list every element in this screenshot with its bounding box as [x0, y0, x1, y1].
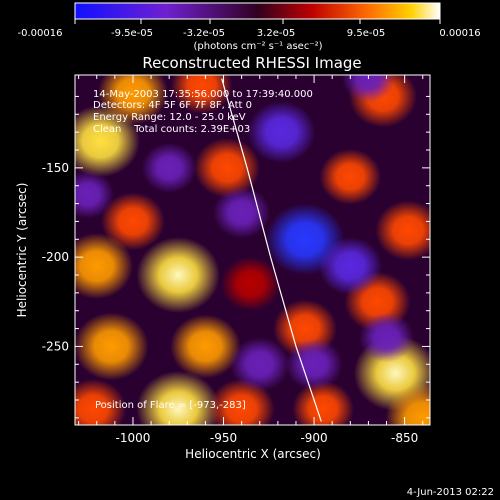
colorbar-tick-label-5: 0.00016: [439, 28, 480, 39]
solar-limb-line: [221, 78, 322, 422]
info-energy-range: Energy Range: 12.0 - 25.0 keV: [93, 112, 246, 123]
heatmap-blob-28: [230, 337, 290, 392]
heatmap-blob-7: [75, 312, 149, 381]
plot-frame: [74, 74, 431, 426]
heatmap-image: [75, 75, 430, 425]
colorbar-tick-label-4: 9.5e-05: [347, 28, 385, 39]
heatmap-blob-25: [141, 142, 197, 193]
heatmap-blob-12: [220, 256, 281, 311]
heatmap-blob-26: [75, 170, 115, 219]
heatmap-blob-21: [247, 101, 316, 164]
info-detectors: Detectors: 4F 5F 6F 7F 8F, Att 0: [93, 100, 252, 111]
colorbar-frame: [74, 2, 441, 20]
heatmap-blob-24: [213, 186, 271, 239]
heatmap-blob-23: [318, 237, 383, 296]
x-tick-label: -900: [300, 431, 327, 445]
heatmap-blob-5: [136, 237, 221, 313]
heatmap-blob-30: [359, 312, 415, 363]
colorbar-ticks: [74, 19, 441, 24]
chart-title: Reconstructed RHESSI Image: [142, 54, 361, 72]
heatmap-blob-1: [97, 75, 169, 125]
colorbar-tick-label-0: -0.00016: [18, 28, 63, 39]
heatmap-blob-29: [342, 75, 395, 103]
render-timestamp: 4-Jun-2013 02:22: [407, 487, 494, 498]
heatmap-blob-8: [170, 314, 241, 379]
y-axis-label: Heliocentric Y (arcsec): [15, 183, 29, 318]
colorbar-tick-label-2: -3.2e-05: [183, 28, 225, 39]
heatmap-blob-4: [101, 192, 165, 251]
colorbar-tick-label-1: -9.5e-05: [111, 28, 153, 39]
axes: -1000 -950 -900 -850 -150 -200 -250: [42, 75, 430, 445]
x-tick-label: -1000: [116, 431, 151, 445]
info-clean-counts: Clean Total counts: 2.39E+03: [93, 124, 250, 135]
y-tick-label: -200: [42, 250, 69, 264]
heatmap-blob-14: [319, 148, 382, 205]
heatmap-blob-19: [292, 380, 354, 425]
y-tick-label: -250: [42, 339, 69, 353]
colorbar-unit-label: (photons cm⁻² s⁻¹ asec⁻²): [193, 41, 322, 52]
heatmap-blob-11: [75, 378, 127, 425]
flare-position-note: Position of Flare = [-973,-283]: [95, 400, 246, 411]
heatmap-blob-16: [375, 200, 430, 261]
colorbar-tick-label-3: 3.2e-05: [257, 28, 295, 39]
heatmap-blob-20: [385, 383, 430, 425]
heatmap-blob-27: [285, 338, 343, 391]
heatmap-blob-3: [194, 137, 261, 198]
heatmap-blob-2: [170, 75, 233, 114]
y-tick-label: -150: [42, 161, 69, 175]
colorbar: [75, 3, 440, 19]
x-tick-label: -950: [210, 431, 237, 445]
heatmap-blob-6: [75, 233, 134, 300]
info-time-range: 14-May-2003 17:35:56.000 to 17:39:40.000: [93, 89, 313, 100]
heatmap-blob-9: [136, 370, 221, 425]
x-axis-label: Heliocentric X (arcsec): [185, 447, 321, 461]
x-tick-label: -850: [391, 431, 418, 445]
